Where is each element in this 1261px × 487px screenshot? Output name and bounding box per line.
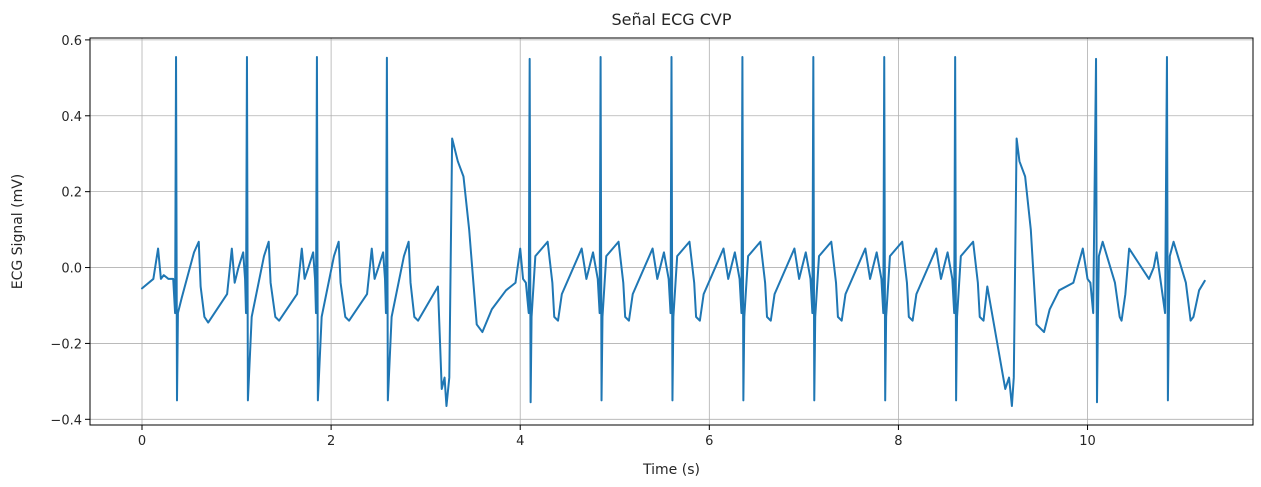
axis-ticks: 0 2 4 6 8 10 −0.4 −0.2 0.0 0.2 0.4 0.6 [50,34,1095,449]
x-tick-label: 4 [516,434,524,449]
y-tick-label: 0.4 [61,110,82,125]
x-axis-label: Time (s) [642,462,700,478]
y-tick-label: 0.6 [61,34,82,49]
chart-title: Señal ECG CVP [611,10,731,29]
plot-frame [89,37,1254,426]
x-tick-label: 2 [327,434,335,449]
y-tick-label: 0.2 [61,186,82,201]
y-tick-label: −0.2 [50,337,82,352]
y-axis-label: ECG Signal (mV) [10,174,26,290]
y-tick-label: −0.4 [50,413,82,428]
x-tick-label: 10 [1079,434,1096,449]
x-tick-label: 6 [705,434,713,449]
y-tick-label: 0.0 [61,262,82,277]
x-tick-label: 0 [138,434,146,449]
ecg-series-line [141,55,1206,408]
x-tick-label: 8 [894,434,902,449]
